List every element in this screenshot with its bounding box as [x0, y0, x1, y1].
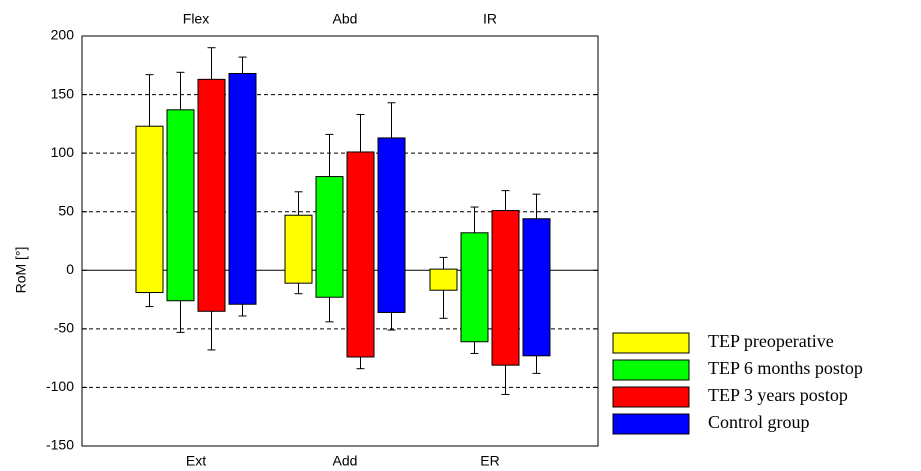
- legend-label: TEP preoperative: [708, 331, 834, 351]
- bar: [135, 125, 164, 294]
- y-tick-label: 200: [51, 27, 75, 43]
- legend-swatch: [612, 332, 690, 354]
- y-tick-label: -150: [46, 437, 74, 453]
- bar: [522, 218, 551, 357]
- legend-swatch: [612, 413, 690, 435]
- bar: [166, 109, 195, 302]
- top-category-label: IR: [483, 11, 497, 27]
- bar: [377, 137, 406, 313]
- y-tick-label: 100: [51, 144, 75, 160]
- bar: [491, 210, 520, 366]
- y-axis-label: RoM [°]: [13, 247, 29, 294]
- legend-swatch: [612, 386, 690, 408]
- y-tick-label: 0: [66, 261, 74, 277]
- bar: [197, 78, 226, 312]
- legend-label: TEP 3 years postop: [708, 385, 848, 405]
- bar: [228, 72, 257, 305]
- y-tick-label: -100: [46, 378, 74, 394]
- y-tick-label: 150: [51, 85, 75, 101]
- plot-frame: [81, 35, 599, 447]
- legend-label: Control group: [708, 412, 810, 432]
- top-category-label: Abd: [333, 11, 358, 27]
- bar: [284, 214, 313, 284]
- legend-swatch: [612, 359, 690, 381]
- y-tick-label: -50: [54, 320, 74, 336]
- bottom-category-label: Add: [333, 453, 358, 469]
- bar: [429, 268, 458, 291]
- y-tick-label: 50: [58, 202, 74, 218]
- bar: [460, 232, 489, 343]
- bar: [315, 176, 344, 298]
- legend-label: TEP 6 months postop: [708, 358, 863, 378]
- bottom-category-label: Ext: [186, 453, 206, 469]
- bottom-category-label: ER: [480, 453, 499, 469]
- top-category-label: Flex: [183, 11, 209, 27]
- bar: [346, 151, 375, 358]
